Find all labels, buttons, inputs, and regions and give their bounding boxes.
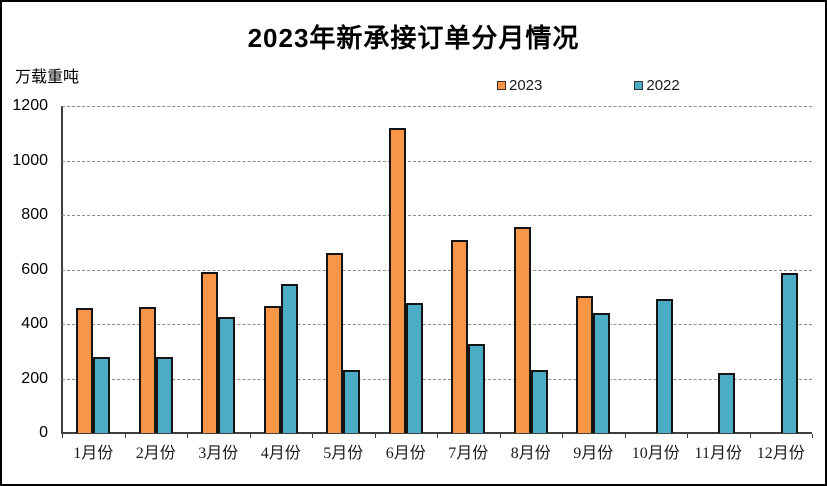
x-category-label-4: 4月份 — [260, 445, 301, 462]
legend-swatch-2023-icon — [497, 81, 506, 90]
y-tick-label-1200: 1200 — [12, 97, 48, 114]
x-axis-tick — [624, 434, 626, 438]
plot-area — [61, 106, 813, 438]
x-axis-tick — [437, 434, 438, 438]
gridline-400 — [62, 324, 812, 325]
bar-2023-4月份 — [263, 306, 281, 433]
x-axis-tick — [687, 434, 688, 438]
x-axis-tick — [749, 434, 751, 438]
x-axis-tick — [187, 434, 188, 438]
bar-2022-8月份 — [530, 370, 548, 433]
bar-2023-1月份 — [76, 308, 94, 433]
x-axis — [61, 432, 812, 434]
x-category-label-1: 1月份 — [73, 445, 114, 462]
y-tick-label-1000: 1000 — [12, 151, 48, 169]
y-tick-label-600: 600 — [21, 260, 48, 278]
gridline-600 — [62, 269, 812, 271]
bar-2023-6月份 — [388, 128, 406, 433]
bar-2022-9月份 — [593, 313, 611, 433]
bar-2023-9月份 — [576, 296, 594, 433]
x-category-label-12: 12月份 — [756, 445, 805, 462]
x-axis-tick — [62, 434, 63, 438]
bar-2022-1月份 — [93, 357, 111, 433]
gridline-1000 — [62, 160, 812, 162]
bar-2022-4月份 — [280, 284, 298, 433]
bar-2022-5月份 — [343, 370, 361, 433]
x-category-label-7: 7月份 — [448, 445, 489, 462]
bar-2022-3月份 — [218, 317, 236, 433]
bar-2023-2月份 — [138, 307, 156, 433]
x-category-label-6: 6月份 — [385, 445, 426, 462]
x-category-label-10: 10月份 — [631, 445, 680, 462]
x-category-label-8: 8月份 — [510, 445, 551, 462]
bar-2023-8月份 — [513, 227, 531, 433]
bar-2023-3月份 — [201, 272, 219, 433]
x-axis-tick — [499, 434, 501, 438]
y-tick-label-400: 400 — [21, 315, 48, 332]
gridline-1200 — [62, 106, 812, 107]
bar-2022-2月份 — [155, 357, 173, 433]
x-axis-tick — [812, 434, 813, 438]
y-tick-label-800: 800 — [21, 206, 48, 223]
bar-2022-11月份 — [718, 373, 736, 433]
legend-item-2023: 2023 — [497, 77, 542, 94]
x-category-label-5: 5月份 — [323, 445, 364, 462]
bar-2022-6月份 — [405, 303, 423, 433]
x-axis-tick — [124, 434, 126, 438]
y-tick-label-0: 0 — [39, 424, 48, 441]
bar-2022-10月份 — [655, 299, 673, 433]
legend-swatch-2022-icon — [634, 81, 644, 90]
legend-label-2022: 2022 — [646, 77, 680, 94]
x-category-label-11: 11月份 — [694, 445, 742, 462]
bar-2022-7月份 — [468, 344, 486, 433]
bar-2023-5月份 — [326, 253, 344, 433]
bar-2023-7月份 — [451, 240, 469, 433]
y-tick-label-200: 200 — [21, 369, 48, 387]
x-category-label-9: 9月份 — [573, 445, 614, 462]
bar-2022-12月份 — [780, 273, 798, 433]
x-axis-tick — [374, 434, 376, 438]
x-category-label-2: 2月份 — [135, 445, 176, 462]
legend: 2023 2022 — [497, 77, 680, 94]
gridline-800 — [62, 215, 812, 216]
chart-title: 2023年新承接订单分月情况 — [247, 23, 580, 53]
legend-label-2023: 2023 — [509, 77, 543, 94]
x-axis-tick — [249, 434, 251, 438]
x-category-label-3: 3月份 — [198, 445, 239, 462]
gridline-200 — [62, 378, 812, 380]
x-axis-tick — [312, 434, 313, 438]
legend-item-2022: 2022 — [634, 77, 680, 94]
y-axis-unit-label: 万载重吨 — [15, 69, 80, 86]
x-axis-tick — [562, 434, 563, 438]
